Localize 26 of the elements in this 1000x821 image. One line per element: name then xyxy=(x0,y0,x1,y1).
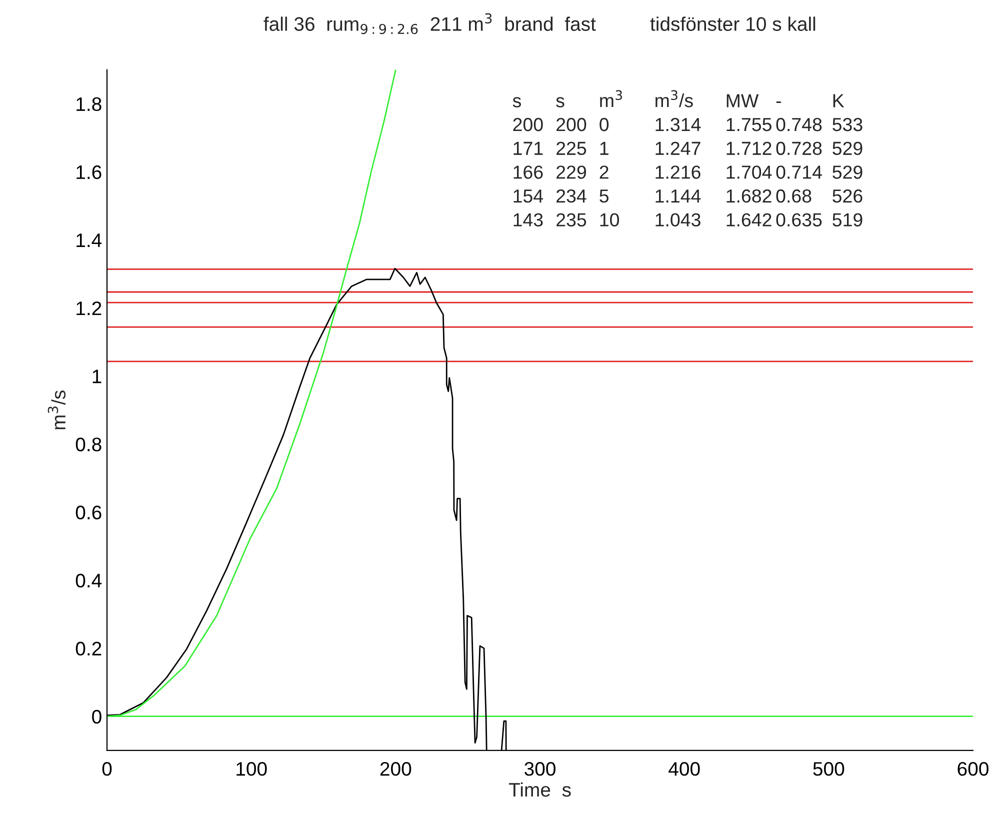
y-tick-label: 0.6 xyxy=(76,506,102,520)
y-tick-label: 1 xyxy=(92,370,102,384)
y-tick-label: 0.8 xyxy=(76,438,102,452)
text: 143 235 10 1.043 1.642 0.635 519 xyxy=(514,213,862,226)
y-tick-label: 0 xyxy=(92,710,102,724)
chart-title: fall 36 rum$_{9:9:2.6}$ 211 m$^{3}$ brand fast tidsfönster 10 s kall xyxy=(264,13,816,34)
x-tick-label: 0 xyxy=(102,762,112,776)
x-tick-label: 100 xyxy=(236,762,267,776)
y-tick-label: 1.6 xyxy=(76,165,102,180)
y-axis-title: m$^{3}$/s xyxy=(48,390,66,430)
x-tick-label: 300 xyxy=(524,762,556,776)
text: 166 229 2 1.216 1.704 0.714 529 xyxy=(514,166,862,179)
y-tick-label: 1.2 xyxy=(76,301,102,316)
x-tick-label: 200 xyxy=(380,762,412,776)
y-tick-label: 0.2 xyxy=(76,642,102,656)
x-tick-label: 400 xyxy=(668,762,700,776)
x-tick-label: 500 xyxy=(813,762,844,776)
text: 171 225 1 1.247 1.712 0.728 529 xyxy=(514,142,862,156)
text: 154 234 5 1.144 1.682 0.68 526 xyxy=(514,189,862,203)
y-tick-label: 1.4 xyxy=(76,234,102,247)
text: 200 200 0 1.314 1.755 0.748 533 xyxy=(513,118,862,132)
x-tick-label: 600 xyxy=(958,762,988,776)
x-axis-title: Time s xyxy=(508,782,571,797)
y-tick-label: 0.4 xyxy=(76,574,102,588)
y-tick-label: 1.8 xyxy=(76,97,102,112)
text: s s m$^{3}$ m$^{3}$/s MW - K xyxy=(512,90,844,108)
